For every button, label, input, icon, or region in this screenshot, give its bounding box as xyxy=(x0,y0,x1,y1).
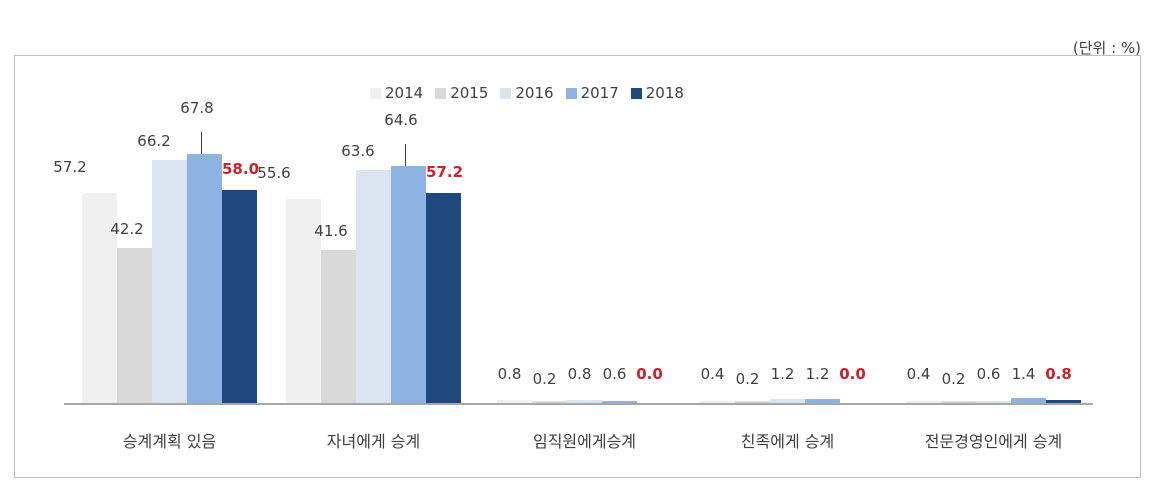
bar-2017 xyxy=(805,398,840,403)
bar-2018 xyxy=(1046,400,1081,403)
legend-item-2017: 2017 xyxy=(565,84,619,102)
bar-2014 xyxy=(497,400,532,403)
bar-2015 xyxy=(117,248,152,403)
bar-2014 xyxy=(286,198,321,403)
legend-item-2014: 2014 xyxy=(370,84,423,102)
bar-2017 xyxy=(391,165,426,403)
value-label: 0.4 xyxy=(906,365,931,383)
unit-label: (단위 : %) xyxy=(1072,39,1141,57)
bar-2014 xyxy=(906,401,941,403)
bar-2014 xyxy=(700,401,735,403)
x-axis-label: 전문경영인에게 승계 xyxy=(924,432,1063,451)
value-label: 67.8 xyxy=(180,99,214,118)
legend-label: 2017 xyxy=(580,84,619,102)
bar-2015 xyxy=(735,401,770,403)
value-label: 66.2 xyxy=(137,132,171,151)
value-label: 63.6 xyxy=(341,141,375,160)
legend-swatch-icon xyxy=(370,87,381,99)
legend-label: 2016 xyxy=(515,84,554,102)
value-label: 58.0 xyxy=(222,160,260,179)
value-label: 0.2 xyxy=(941,370,966,388)
bar-2015 xyxy=(532,401,567,403)
bar-2015 xyxy=(321,250,356,403)
value-label: 0.8 xyxy=(567,365,592,383)
x-axis-label: 승계계획 있음 xyxy=(122,432,217,451)
x-axis-label: 임직원에게승계 xyxy=(532,432,637,451)
value-label: 41.6 xyxy=(314,222,348,241)
value-label: 0.0 xyxy=(839,365,866,383)
value-label: 57.2 xyxy=(426,163,464,182)
bar-2016 xyxy=(976,400,1011,403)
value-label: 0.6 xyxy=(976,365,1001,383)
legend-swatch-icon xyxy=(565,87,577,99)
bar-2016 xyxy=(152,160,187,403)
value-label: 1.2 xyxy=(770,365,795,383)
bar-2016 xyxy=(567,400,602,403)
value-label: 0.6 xyxy=(602,365,627,383)
value-label: 0.8 xyxy=(1045,365,1072,383)
value-label: 64.6 xyxy=(384,110,418,129)
legend-swatch-icon xyxy=(630,87,642,99)
bar-2016 xyxy=(356,169,391,403)
bar-2017 xyxy=(602,400,637,403)
legend-item-2018: 2018 xyxy=(630,84,684,102)
value-label: 0.0 xyxy=(636,365,663,383)
value-label: 0.4 xyxy=(700,365,725,383)
value-label: 0.2 xyxy=(735,370,760,388)
x-axis-label: 자녀에게 승계 xyxy=(326,432,421,451)
bar-2015 xyxy=(941,401,976,403)
bar-2018 xyxy=(222,190,257,403)
value-label: 42.2 xyxy=(110,220,144,239)
legend-label: 2015 xyxy=(450,84,489,102)
bar-2017 xyxy=(1011,397,1046,403)
x-axis-line xyxy=(64,403,1093,405)
value-label: 1.2 xyxy=(805,365,830,383)
value-label: 1.4 xyxy=(1011,365,1036,383)
bar-2017 xyxy=(187,154,222,403)
legend-label: 2018 xyxy=(645,84,684,102)
legend-label: 2014 xyxy=(385,84,424,102)
legend-item-2016: 2016 xyxy=(500,84,554,102)
chart-legend: 2014 2015 2016 2017 2018 xyxy=(370,84,684,102)
legend-swatch-icon xyxy=(435,87,447,99)
bar-2016 xyxy=(770,398,805,403)
legend-item-2015: 2015 xyxy=(435,84,488,102)
value-label: 55.6 xyxy=(257,163,291,182)
legend-swatch-icon xyxy=(500,87,512,99)
value-label: 57.2 xyxy=(53,158,87,177)
bar-2014 xyxy=(82,193,117,403)
value-label: 0.2 xyxy=(532,370,557,388)
label-leader-line xyxy=(200,132,202,155)
x-axis-label: 친족에게 승계 xyxy=(740,432,835,451)
bar-2018 xyxy=(426,193,461,403)
label-leader-line xyxy=(404,143,406,166)
value-label: 0.8 xyxy=(497,365,522,383)
